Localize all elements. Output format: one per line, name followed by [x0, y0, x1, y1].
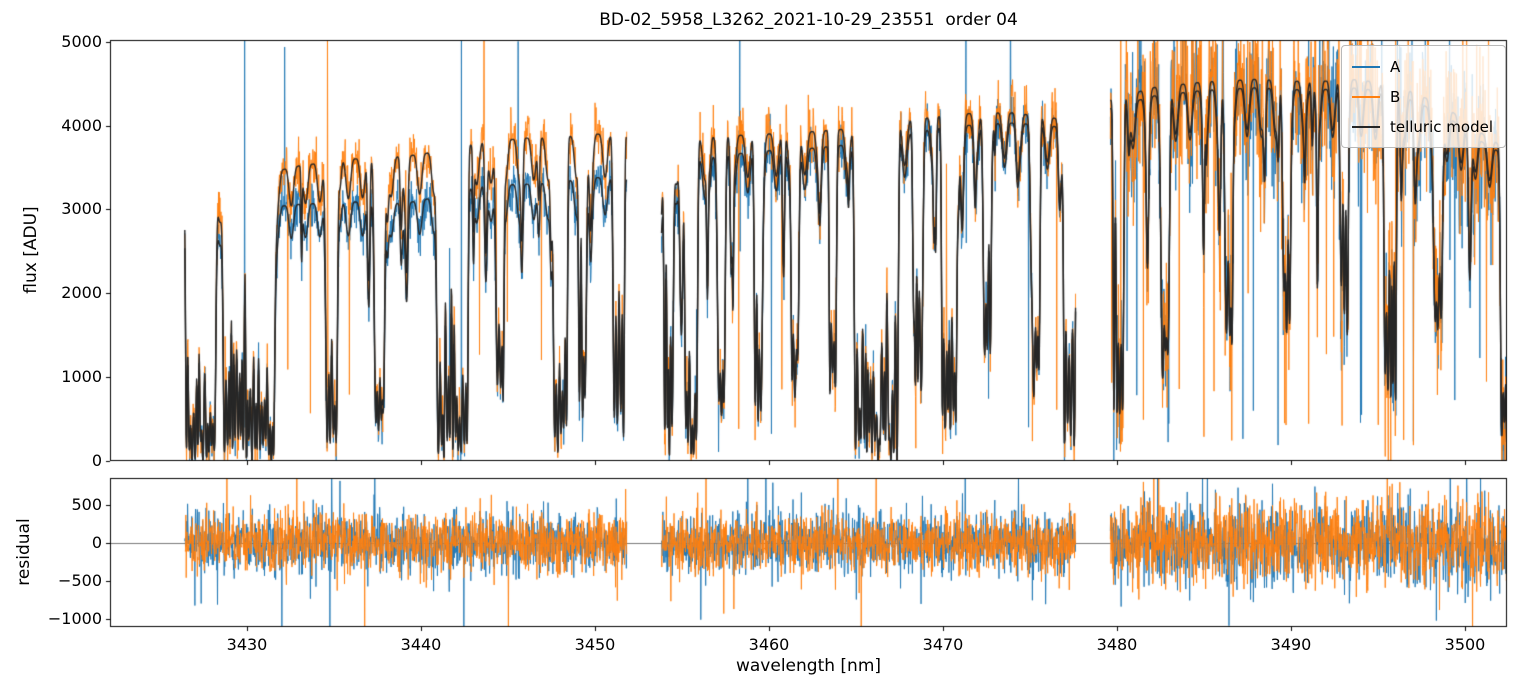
spectrum-chart-canvas [0, 0, 1523, 696]
spectrum-figure: BD-02_5958_L3262_2021-10-29_23551 order … [0, 0, 1523, 696]
